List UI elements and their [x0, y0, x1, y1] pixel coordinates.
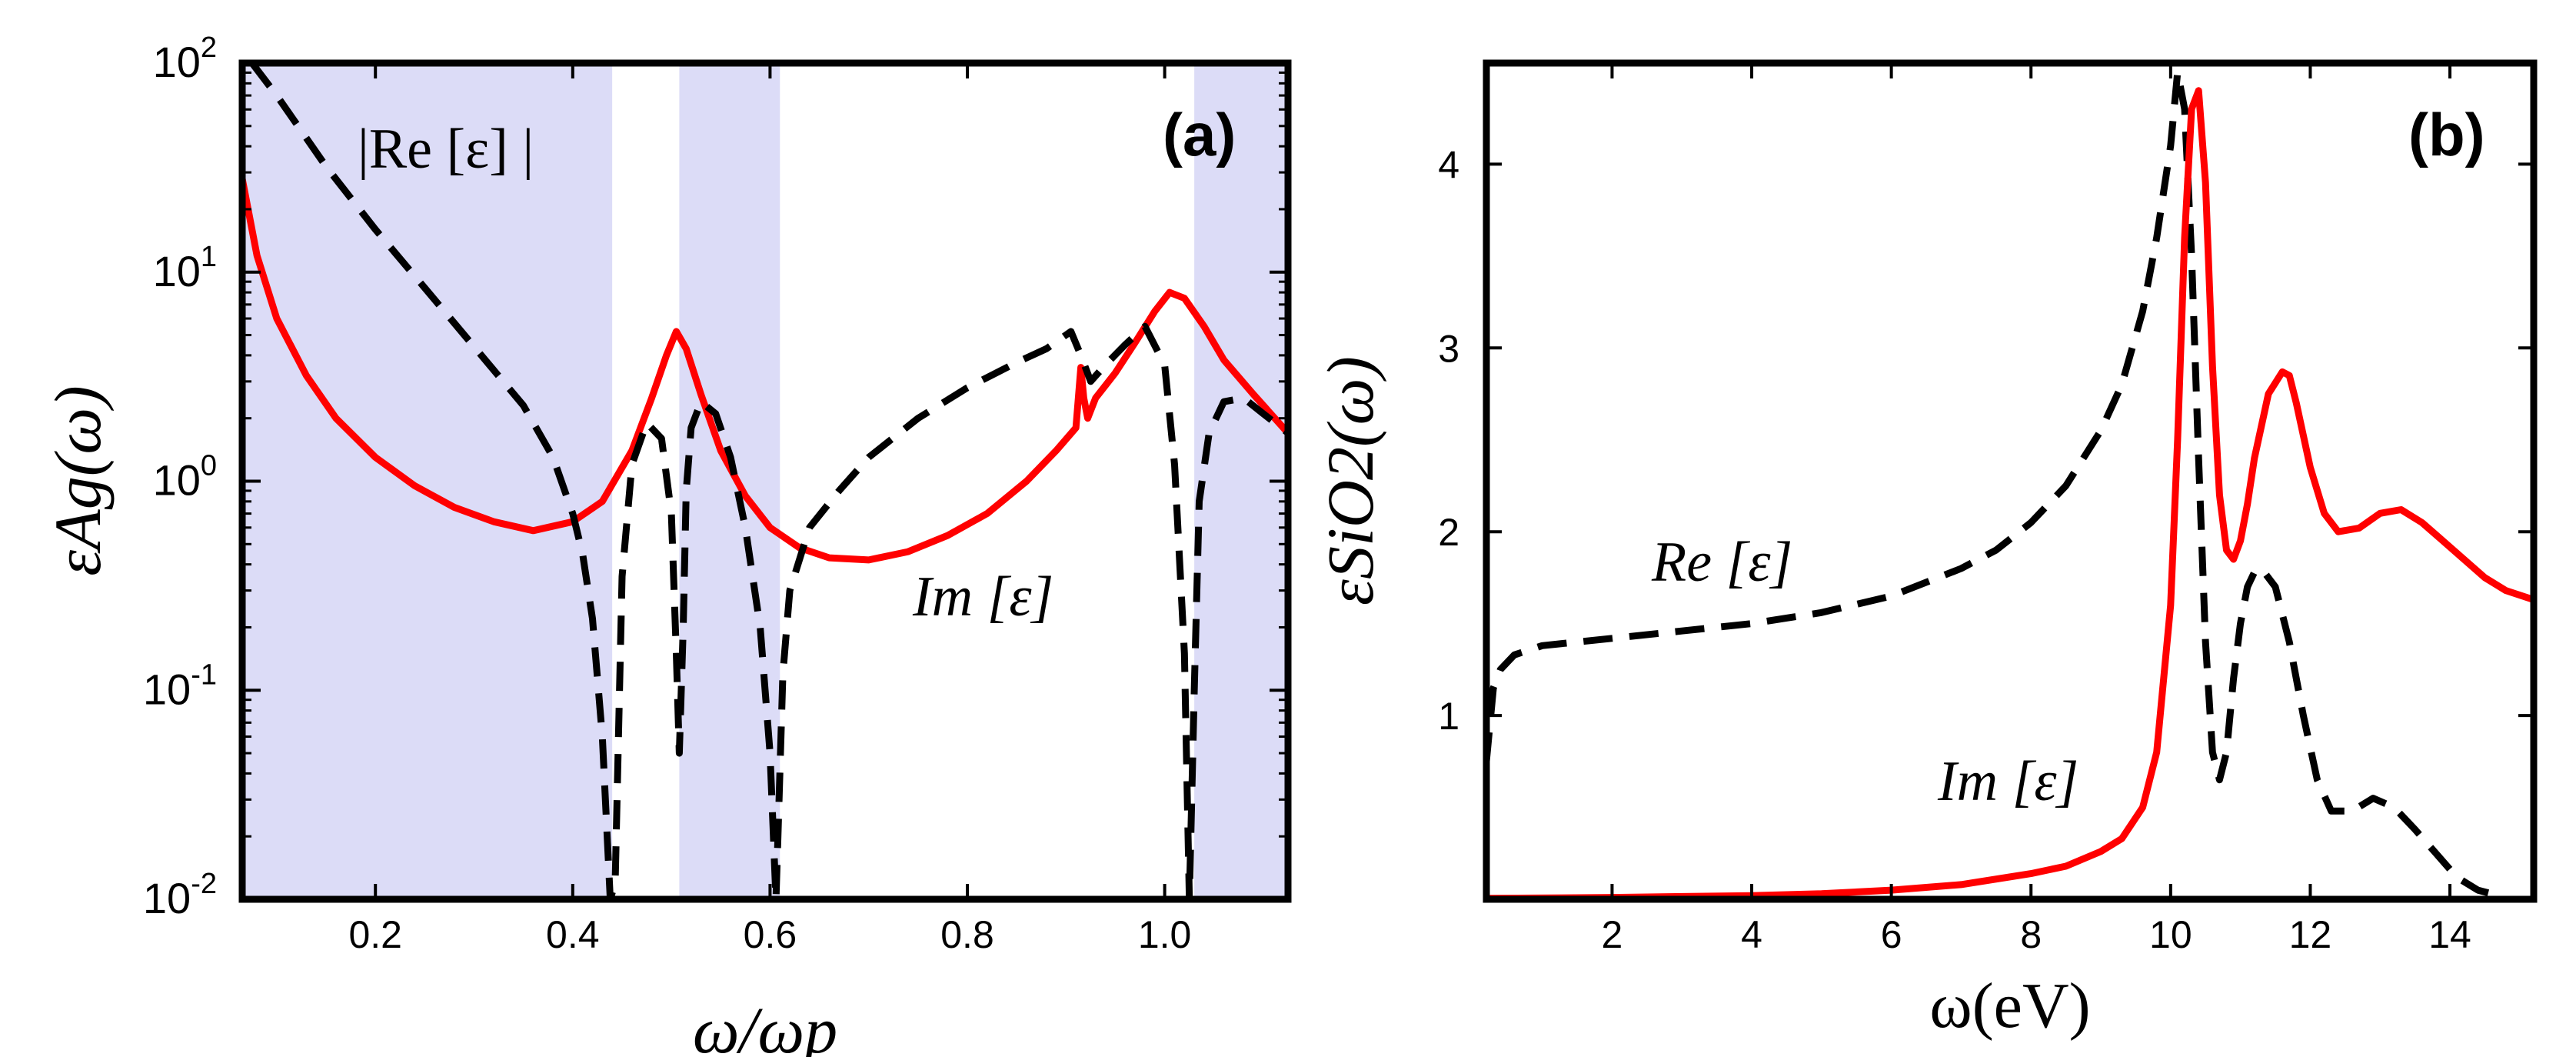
axes-frame — [238, 59, 1292, 903]
im-annotation: Im [ε] — [1937, 750, 2078, 813]
x-tick-label: 0.4 — [546, 913, 600, 956]
re-annotation: |Re [ε] | — [358, 118, 534, 181]
x-tick-label: 4 — [1741, 913, 1762, 956]
im-epsilon-line — [1486, 87, 2534, 899]
x-tick-label: 0.2 — [348, 913, 402, 956]
y-tick-label: 2 — [1438, 511, 1459, 554]
panel-label: (b) — [2408, 101, 2485, 168]
x-tick-labels: 2 4 6 8 10 12 14 — [1602, 913, 2471, 956]
y-tick-label: 100 — [153, 450, 217, 505]
x-tick-label: 1.0 — [1138, 913, 1192, 956]
y-axis-label: εAg(ω) — [41, 385, 115, 575]
re-epsilon-line — [249, 63, 1288, 899]
y-tick-label: 102 — [153, 32, 217, 86]
x-tick-label: 2 — [1602, 913, 1623, 956]
x-tick-label: 0.6 — [744, 913, 797, 956]
y-tick-label: 101 — [153, 241, 217, 295]
axes-frame — [1483, 59, 2538, 903]
x-tick-labels: 0.2 0.4 0.6 0.8 1.0 — [348, 913, 1191, 956]
x-tick-label: 0.8 — [940, 913, 994, 956]
re-annotation: Re [ε] — [1651, 531, 1792, 594]
y-axis-label: εSiO2(ω) — [1313, 356, 1387, 605]
x-tick-label: 12 — [2289, 913, 2332, 956]
x-tick-label: 6 — [1881, 913, 1902, 956]
x-axis-label: ω(eV) — [1929, 970, 2090, 1042]
x-tick-label: 10 — [2149, 913, 2192, 956]
shaded-regions — [242, 63, 1288, 899]
panel-a: 0.2 0.4 0.6 0.8 1.0 10-2 10-1 100 101 102 (a) |R… — [41, 32, 1292, 1057]
y-tick-label: 4 — [1438, 143, 1459, 186]
y-tick-label: 1 — [1438, 695, 1459, 738]
y-tick-label: 3 — [1438, 327, 1459, 370]
panel-label: (a) — [1163, 101, 1236, 168]
plot-lines — [1486, 68, 2534, 899]
x-tick-label: 8 — [2020, 913, 2042, 956]
y-tick-labels: 1 2 3 4 — [1438, 143, 1459, 738]
x-tick-label: 14 — [2428, 913, 2471, 956]
y-tick-labels: 10-2 10-1 100 101 102 — [143, 32, 217, 922]
y-tick-label: 10-2 — [143, 868, 217, 922]
im-annotation: Im [ε] — [912, 565, 1053, 629]
x-axis-label: ω/ωp — [693, 993, 837, 1057]
y-tick-label: 10-1 — [143, 659, 217, 713]
plot-lines — [242, 63, 1288, 899]
re-epsilon-line — [1486, 68, 2500, 899]
shaded-band — [679, 63, 780, 899]
shaded-band — [242, 63, 613, 899]
